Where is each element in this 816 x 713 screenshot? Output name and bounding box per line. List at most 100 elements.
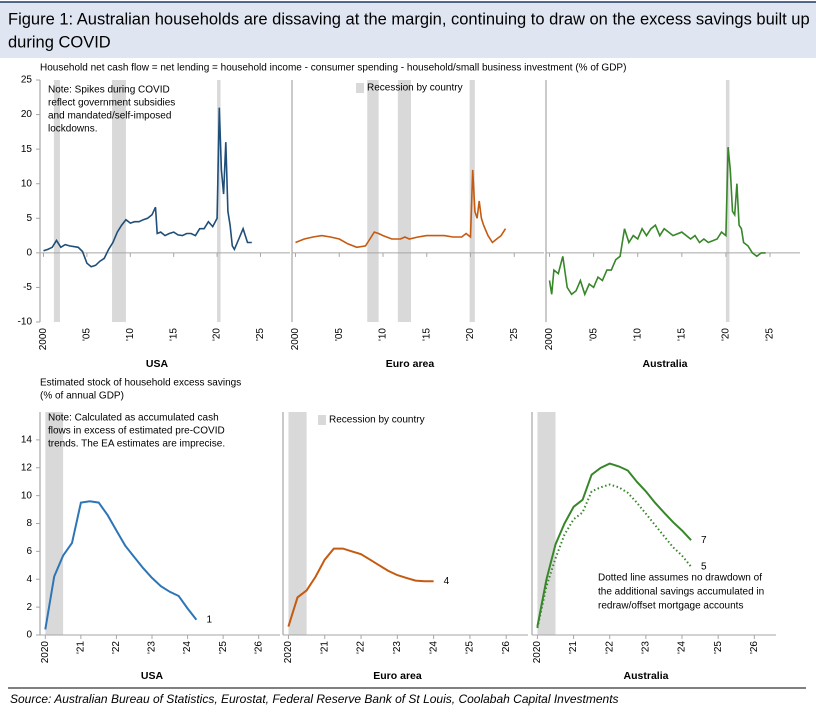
panel-name: USA	[141, 670, 164, 682]
x-tick-label: '10	[632, 328, 643, 341]
source: Source: Australian Bureau of Statistics,…	[10, 692, 619, 706]
figure-title: during COVID	[8, 33, 111, 51]
x-tick-label: '22	[111, 641, 122, 654]
x-tick-label: 2020	[532, 641, 543, 664]
x-tick-label: '26	[749, 641, 760, 654]
series-line	[44, 500, 198, 630]
series-line	[548, 147, 766, 297]
x-tick-label: '25	[765, 328, 776, 341]
x-tick-label: '05	[588, 328, 599, 341]
x-tick-label: '22	[604, 641, 615, 654]
note: lockdowns.	[48, 124, 97, 135]
recession-band	[397, 80, 411, 322]
y-tick-label: 20	[21, 109, 33, 120]
x-tick-label: '23	[147, 641, 158, 654]
panel-name: Australia	[624, 670, 669, 682]
x-tick-label: 2000	[38, 328, 49, 351]
x-tick-label: '25	[713, 641, 724, 654]
value-label: 5	[701, 561, 707, 572]
figure-title: Figure 1: Australian households are diss…	[8, 10, 810, 28]
y-tick-label: -10	[18, 317, 33, 328]
x-tick-label: '25	[255, 328, 266, 341]
x-tick-label: '24	[677, 641, 688, 654]
y-tick-label: 15	[21, 144, 33, 155]
note: redraw/offset mortgage accounts	[598, 601, 743, 612]
x-tick-label: '10	[378, 328, 389, 341]
legend-swatch	[318, 415, 326, 425]
x-tick-label: '20	[212, 328, 223, 341]
y-tick-label: 10	[21, 178, 33, 189]
recession-band	[725, 80, 730, 322]
recession-band	[53, 80, 60, 322]
x-tick-label: '10	[125, 328, 136, 341]
x-tick-label: '25	[218, 641, 229, 654]
legend-swatch	[356, 83, 364, 93]
y-tick-label: 8	[26, 518, 32, 529]
x-tick-label: 2020	[40, 641, 51, 664]
series-line	[43, 107, 252, 268]
x-tick-label: '20	[721, 328, 732, 341]
panel-name: Euro area	[373, 670, 422, 682]
note: reflect government subsidies	[48, 98, 175, 109]
y-tick-label: 10	[21, 490, 33, 501]
series-line	[295, 169, 507, 249]
note: Note: Spikes during COVID	[48, 85, 170, 96]
series-line	[536, 462, 692, 627]
recession-band	[217, 80, 221, 322]
note: flows in excess of estimated pre-COVID	[48, 426, 225, 437]
recession-band	[537, 412, 556, 635]
note: Dotted line assumes no drawdown of	[598, 573, 762, 584]
chart-subtitle: Household net cash flow = net lending = …	[40, 63, 626, 74]
x-tick-label: '26	[501, 641, 512, 654]
y-tick-label: 14	[21, 435, 33, 446]
legend-label: Recession by country	[367, 83, 463, 94]
x-tick-label: 2000	[544, 328, 555, 351]
recession-band	[45, 412, 64, 635]
x-tick-label: 2000	[290, 328, 301, 351]
x-tick-label: '15	[421, 328, 432, 341]
x-tick-label: '21	[319, 641, 330, 654]
x-tick-label: '26	[253, 641, 264, 654]
x-tick-label: '21	[568, 641, 579, 654]
panel-name: USA	[146, 358, 169, 370]
note: and mandated/self-imposed	[48, 111, 171, 122]
y-tick-label: 4	[26, 574, 32, 585]
chart-subtitle: (% of annual GDP)	[40, 391, 124, 402]
y-tick-label: 5	[26, 213, 32, 224]
x-tick-label: '22	[356, 641, 367, 654]
x-tick-label: '24	[428, 641, 439, 654]
x-tick-label: '23	[392, 641, 403, 654]
recession-band	[288, 412, 307, 635]
x-tick-label: '20	[465, 328, 476, 341]
x-tick-label: '25	[465, 641, 476, 654]
note: trends. The EA estimates are imprecise.	[48, 439, 225, 450]
recession-band	[367, 80, 379, 322]
y-tick-label: 12	[21, 462, 33, 473]
x-tick-label: '15	[676, 328, 687, 341]
value-label: 7	[701, 535, 707, 546]
y-tick-label: -5	[23, 282, 32, 293]
x-tick-label: '15	[168, 328, 179, 341]
y-tick-label: 0	[26, 630, 32, 641]
x-tick-label: '25	[509, 328, 520, 341]
series-line	[287, 547, 434, 627]
panel-name: Euro area	[386, 358, 435, 370]
y-tick-label: 25	[21, 75, 33, 86]
x-tick-label: '05	[82, 328, 93, 341]
y-tick-label: 6	[26, 546, 32, 557]
x-tick-label: '24	[182, 641, 193, 654]
chart-subtitle: Estimated stock of household excess savi…	[40, 378, 241, 389]
panel-name: Australia	[643, 358, 688, 370]
legend-label: Recession by country	[329, 415, 425, 426]
note: the additional savings accumulated in	[598, 587, 764, 598]
x-tick-label: '23	[641, 641, 652, 654]
title-banner	[0, 2, 816, 58]
value-label: 1	[206, 614, 212, 625]
value-label: 4	[444, 576, 450, 587]
y-tick-label: 0	[26, 247, 32, 258]
x-tick-label: '05	[334, 328, 345, 341]
series-line	[536, 483, 692, 629]
x-tick-label: '21	[76, 641, 87, 654]
